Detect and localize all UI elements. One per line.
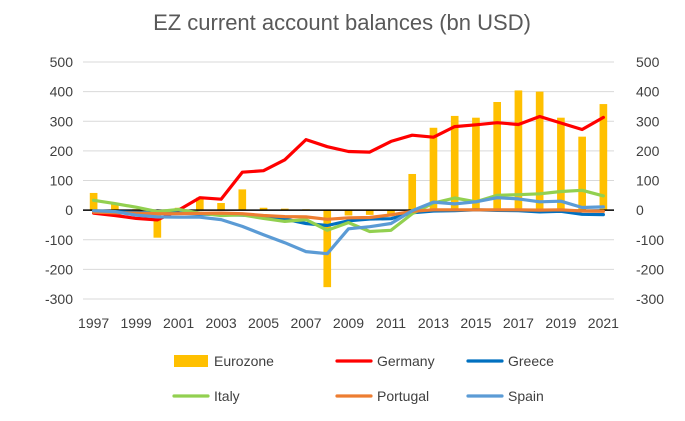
legend-label-spain: Spain (508, 388, 544, 404)
chart-title: EZ current account balances (bn USD) (153, 10, 531, 35)
x-tick-label: 2017 (503, 315, 534, 331)
eurozone-bar (450, 115, 459, 211)
eurozone-bar (217, 203, 225, 211)
eurozone-bar (557, 117, 565, 211)
series-lines (91, 114, 606, 256)
legend: Eurozone Germany Greece Italy Portugal Spain (172, 353, 554, 404)
y-tick-label-right: 0 (636, 202, 644, 218)
eurozone-bar (111, 204, 119, 211)
legend-label-italy: Italy (214, 388, 240, 404)
y-tick-label-left: 500 (50, 54, 74, 70)
legend-label-eurozone: Eurozone (214, 353, 274, 369)
x-tick-label: 2013 (418, 315, 449, 331)
legend-label-germany: Germany (377, 353, 435, 369)
eurozone-bar (387, 210, 395, 215)
legend-label-portugal: Portugal (377, 388, 429, 404)
eurozone-bar (365, 210, 374, 215)
eurozone-bar (408, 173, 417, 211)
y-tick-label-left: 0 (65, 202, 73, 218)
eurozone-bar (514, 90, 523, 211)
x-tick-label: 1999 (121, 315, 152, 331)
eurozone-bar (429, 127, 438, 211)
x-tick-label: 2005 (248, 315, 279, 331)
legend-swatch-eurozone (174, 355, 208, 367)
series-line-portugal (91, 208, 606, 221)
eurozone-bar (599, 104, 608, 211)
y-axis-right: 500 400 300 200 100 0 -100 -200 -300 (636, 54, 664, 307)
y-tick-label-right: -200 (636, 261, 664, 277)
eurozone-bar (472, 117, 480, 211)
eurozone-bar (578, 136, 586, 211)
eurozone-bar (493, 101, 502, 211)
x-tick-label: 2007 (290, 315, 321, 331)
x-tick-label: 2011 (376, 315, 406, 331)
y-tick-label-left: -200 (45, 261, 73, 277)
y-tick-label-left: -300 (45, 291, 73, 307)
series-line-spain (91, 196, 606, 256)
eurozone-bar (195, 197, 204, 211)
y-tick-label-right: 400 (636, 84, 660, 100)
y-tick-label-left: 200 (50, 143, 74, 159)
y-axis-left: 500 400 300 200 100 0 -100 -200 -300 (45, 54, 73, 307)
x-tick-label: 2009 (333, 315, 364, 331)
y-tick-label-right: -300 (636, 291, 664, 307)
x-tick-label: 2019 (545, 315, 576, 331)
y-tick-label-right: 500 (636, 54, 660, 70)
y-tick-label-right: 300 (636, 113, 660, 129)
eurozone-bar (153, 210, 162, 238)
eurozone-bar (323, 210, 332, 288)
x-tick-label: 1997 (78, 315, 109, 331)
legend-label-greece: Greece (508, 353, 554, 369)
x-tick-label: 2021 (588, 315, 619, 331)
eurozone-bar (535, 91, 544, 211)
y-tick-label-left: 300 (50, 113, 74, 129)
x-tick-label: 2015 (460, 315, 491, 331)
eurozone-bars (89, 90, 608, 288)
eurozone-bar (259, 207, 268, 211)
y-tick-label-right: 200 (636, 143, 660, 159)
y-tick-label-left: 100 (50, 173, 74, 189)
series-line-germany (91, 114, 606, 222)
x-axis: 1997 1999 2001 2003 2005 2007 2009 2011 2013 2015… (78, 315, 619, 331)
y-tick-label-right: 100 (636, 173, 660, 189)
y-tick-label-left: 400 (50, 84, 74, 100)
x-tick-label: 2003 (205, 315, 236, 331)
y-tick-label-left: -100 (45, 232, 73, 248)
y-tick-label-right: -100 (636, 232, 664, 248)
series-line-italy (91, 188, 606, 234)
eurozone-bar (238, 189, 247, 211)
grid (83, 61, 614, 300)
x-tick-label: 2001 (163, 315, 194, 331)
eurozone-bar (344, 210, 353, 216)
